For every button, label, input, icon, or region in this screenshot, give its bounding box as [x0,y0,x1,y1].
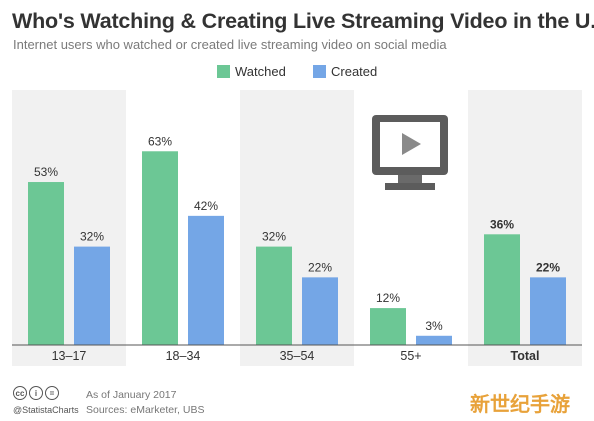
video-monitor-icon [372,115,448,190]
category-labels: 13–17 18–34 35–54 55+ Total [52,349,540,363]
statista-handle[interactable]: @StatistaCharts [13,405,79,415]
attribution-icon: i [29,386,43,400]
data-label: 22% [308,260,332,274]
sources-note: As of January 2017 Sources: eMarketer, U… [86,388,204,418]
bar-created-2 [302,277,338,345]
data-label: 42% [194,199,218,213]
legend-swatch-created [313,65,326,78]
bar-created-0 [74,246,110,345]
watermark-logo: 新世纪手游 [470,394,570,416]
bar-watched-1 [142,151,178,345]
category-label: 55+ [400,349,421,363]
bar-created-1 [188,215,224,345]
as-of-date: As of January 2017 [86,389,177,401]
category-label: 13–17 [52,349,87,363]
category-label: 18–34 [166,349,201,363]
legend-label-watched: Watched [235,64,286,79]
legend-label-created: Created [331,64,377,79]
license-icons: cc i = [13,386,59,400]
data-label: 32% [80,230,104,244]
data-label: 36% [490,217,514,231]
legend: Watched Created [217,64,377,79]
data-label: 53% [34,165,58,179]
data-label: 63% [148,134,172,148]
chart-subtitle: Internet users who watched or created li… [13,37,447,52]
bars [28,151,566,345]
category-label: Total [511,349,540,363]
bar-created-4 [530,277,566,345]
data-label: 22% [536,260,560,274]
bar-watched-0 [28,182,64,345]
cc-icon: cc [13,386,27,400]
data-label: 32% [262,230,286,244]
bar-created-3 [416,335,452,345]
data-label: 3% [425,319,443,333]
chart-title: Who's Watching & Creating Live Streaming… [12,9,594,33]
data-labels: 53% 32% 63% 42% 32% 22% 12% 3% 36% 22% [34,134,560,333]
sources-text: Sources: eMarketer, UBS [86,404,205,416]
bar-watched-4 [484,234,520,345]
category-label: 35–54 [280,349,315,363]
bar-watched-2 [256,246,292,345]
bar-watched-3 [370,308,406,345]
legend-swatch-watched [217,65,230,78]
data-label: 12% [376,291,400,305]
no-derivatives-icon: = [45,386,59,400]
